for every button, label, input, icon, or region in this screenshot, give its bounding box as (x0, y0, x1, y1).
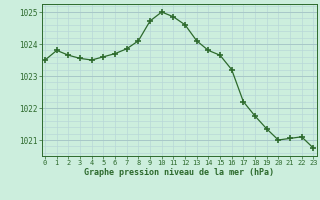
X-axis label: Graphe pression niveau de la mer (hPa): Graphe pression niveau de la mer (hPa) (84, 168, 274, 177)
